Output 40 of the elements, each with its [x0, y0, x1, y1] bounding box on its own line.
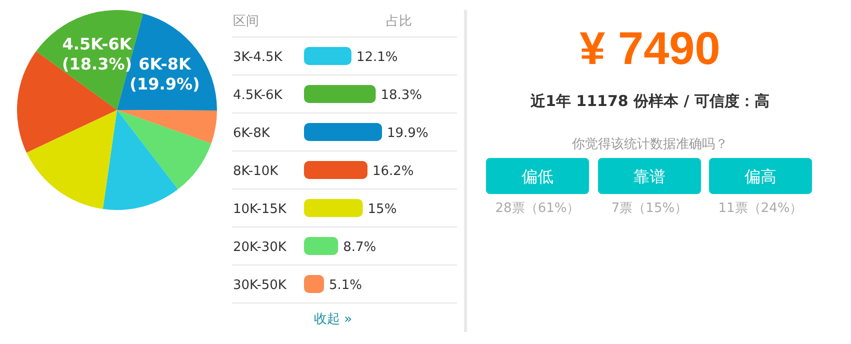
y-tick-label: 10K-15K	[233, 202, 287, 217]
bar	[304, 237, 338, 255]
bar	[304, 85, 376, 103]
text: 近1年 11178 份样本 / 可信度：高	[530, 92, 770, 110]
bar	[304, 161, 368, 179]
data-label: 5.1%	[328, 278, 362, 293]
data-label: (19.9%)	[130, 74, 200, 94]
pie-slice	[117, 110, 217, 144]
button: 偏低	[486, 158, 589, 194]
button: 偏高	[709, 158, 812, 194]
data-label: 16.2%	[372, 164, 414, 179]
text: 你觉得该统计数据准确吗？	[571, 136, 728, 152]
data-label: 8.7%	[343, 240, 376, 255]
bar	[304, 123, 382, 141]
y-tick-label: 20K-30K	[233, 240, 287, 255]
bar	[304, 275, 324, 293]
y-tick-label: 6K-8K	[233, 126, 270, 141]
data-label: 12.1%	[356, 50, 398, 65]
pie-slice	[26, 110, 117, 209]
y-tick-label: 30K-50K	[233, 278, 287, 293]
text: 11票（24%）	[718, 201, 803, 216]
data-label: 19.9%	[387, 126, 428, 141]
text: ¥ 7490	[580, 22, 720, 74]
y-tick-label: 3K-4.5K	[233, 50, 283, 65]
slice-label: 4.5K-6K	[62, 34, 132, 54]
pie-slice	[117, 110, 212, 190]
x-axis-title: 占比	[386, 14, 412, 29]
slice-label: 6K-8K	[138, 54, 192, 74]
data-label: 15%	[368, 202, 397, 217]
pie-slice	[102, 110, 178, 210]
text: 7票（15%）	[611, 201, 688, 216]
bar	[304, 47, 352, 65]
text: 28票（61%）	[495, 201, 580, 216]
y-tick-label: 8K-10K	[233, 164, 279, 179]
button: 靠谱	[598, 158, 701, 194]
y-tick-label: 4.5K-6K	[233, 88, 283, 103]
data-label: 18.3%	[380, 88, 422, 103]
bar	[304, 199, 363, 217]
text: 收起 »	[314, 312, 352, 327]
y-axis-title: 区间	[233, 14, 259, 29]
